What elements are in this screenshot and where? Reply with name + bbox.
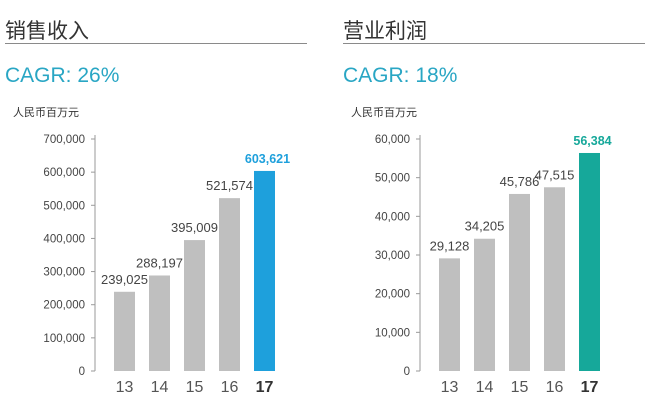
y-tick-label: 300,000 (43, 267, 85, 279)
y-tick-label: 30,000 (375, 250, 410, 262)
unit-label: 人民币百万元 (351, 106, 417, 119)
y-tick-label: 50,000 (375, 173, 410, 185)
bar-15 (509, 193, 530, 371)
x-category-label: 15 (186, 379, 204, 396)
y-tick-label: 0 (79, 366, 85, 378)
operating-profit-panel: 营业利润 CAGR: 18% 人民币百万元 0 10,000 20,000 30,00… (338, 0, 648, 406)
bar-value-label: 45,786 (500, 174, 540, 189)
bar-value-label: 56,384 (573, 134, 611, 148)
bar-13 (114, 291, 135, 371)
bar-value-label: 239,025 (101, 272, 148, 287)
bar-16 (219, 198, 240, 371)
y-tick-label: 20,000 (375, 289, 410, 301)
chart-title: 营业利润 (343, 19, 427, 43)
bar-value-label: 29,128 (430, 238, 470, 253)
x-category-label: 13 (116, 379, 134, 396)
cagr-label: CAGR: 26% (5, 64, 120, 87)
y-tick-label: 100,000 (43, 333, 85, 345)
y-tick-label: 0 (404, 366, 410, 378)
bar-14 (474, 238, 495, 371)
cagr-label: CAGR: 18% (343, 64, 458, 87)
x-category-label: 17 (581, 379, 599, 396)
y-tick-label: 200,000 (43, 300, 85, 312)
y-tick-label: 40,000 (375, 211, 410, 223)
x-category-label: 16 (546, 379, 564, 396)
y-tick-label: 400,000 (43, 233, 85, 245)
bar-value-label: 603,621 (245, 152, 290, 166)
y-tick-label: 700,000 (43, 134, 85, 146)
chart-title: 销售收入 (5, 19, 89, 43)
operating-profit-bar-chart: 0 10,000 20,000 30,000 40,000 50,000 60,000 29,… (375, 134, 612, 396)
unit-label: 人民币百万元 (13, 106, 79, 119)
revenue-bar-chart: 0 100,000 200,000 300,000 400,000 500,000 600,… (43, 134, 290, 396)
x-category-label: 14 (476, 379, 494, 396)
bar-value-label: 395,009 (171, 220, 218, 235)
bar-13 (439, 258, 460, 371)
bar-15 (184, 240, 205, 371)
y-tick-label: 10,000 (375, 327, 410, 339)
bar-16 (544, 187, 565, 371)
y-tick-label: 500,000 (43, 200, 85, 212)
bar-17 (254, 170, 275, 371)
x-category-label: 14 (151, 379, 169, 396)
bar-17 (579, 152, 600, 371)
bar-value-label: 34,205 (465, 219, 505, 234)
bar-value-label: 47,515 (535, 167, 575, 182)
x-category-label: 15 (511, 379, 529, 396)
y-tick-label: 600,000 (43, 167, 85, 179)
x-category-label: 16 (221, 379, 239, 396)
title-divider (5, 43, 307, 44)
bar-value-label: 521,574 (206, 178, 253, 193)
x-category-label: 13 (441, 379, 459, 396)
title-divider (343, 43, 645, 44)
y-tick-label: 60,000 (375, 134, 410, 146)
bar-value-label: 288,197 (136, 255, 183, 270)
revenue-panel: 销售收入 CAGR: 26% 人民币百万元 0 100,000 200,000 300… (0, 0, 310, 406)
bar-14 (149, 275, 170, 371)
x-category-label: 17 (256, 379, 274, 396)
